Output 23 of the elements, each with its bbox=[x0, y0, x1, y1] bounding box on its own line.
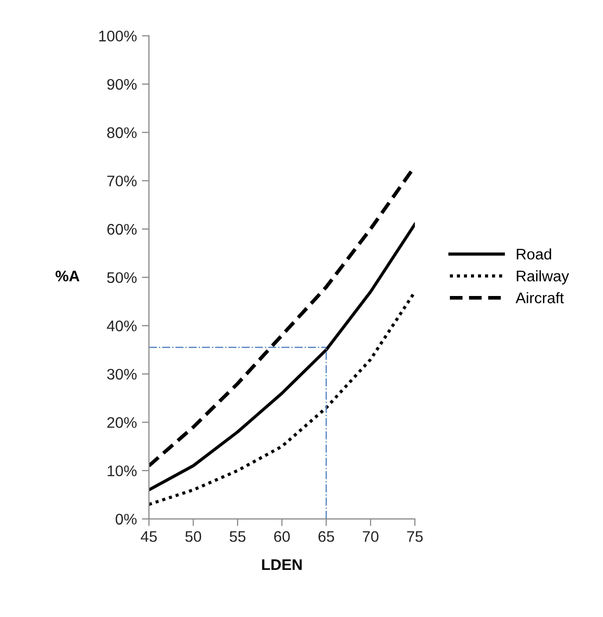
y-tick-label: 10% bbox=[108, 465, 137, 476]
x-tick-label: 55 bbox=[230, 531, 246, 542]
x-tick-label: 75 bbox=[407, 531, 423, 542]
y-tick-label: 0% bbox=[116, 514, 137, 525]
legend-label: Railway bbox=[516, 270, 570, 284]
legend-label: Road bbox=[516, 248, 552, 260]
x-tick-label: 50 bbox=[185, 531, 202, 542]
y-tick-label: 70% bbox=[107, 176, 137, 186]
y-tick-label: 60% bbox=[107, 224, 137, 235]
y-axis-title: %A bbox=[56, 270, 80, 282]
y-tick-label: 90% bbox=[107, 78, 137, 90]
y-tick-label: 50% bbox=[107, 272, 137, 284]
y-tick-label: 80% bbox=[107, 127, 137, 138]
y-tick-label: 20% bbox=[107, 417, 137, 428]
x-tick-label: 65 bbox=[318, 531, 334, 542]
legend-label: Aircraft bbox=[516, 292, 564, 304]
x-tick-label: 60 bbox=[274, 531, 290, 542]
y-tick-label: 30% bbox=[107, 368, 137, 380]
x-tick-label: 45 bbox=[140, 531, 157, 542]
x-tick-label: 70 bbox=[362, 531, 378, 542]
y-tick-label: 100% bbox=[99, 30, 137, 42]
y-tick-label: 40% bbox=[106, 320, 137, 332]
x-axis-title: LDEN bbox=[262, 559, 302, 570]
